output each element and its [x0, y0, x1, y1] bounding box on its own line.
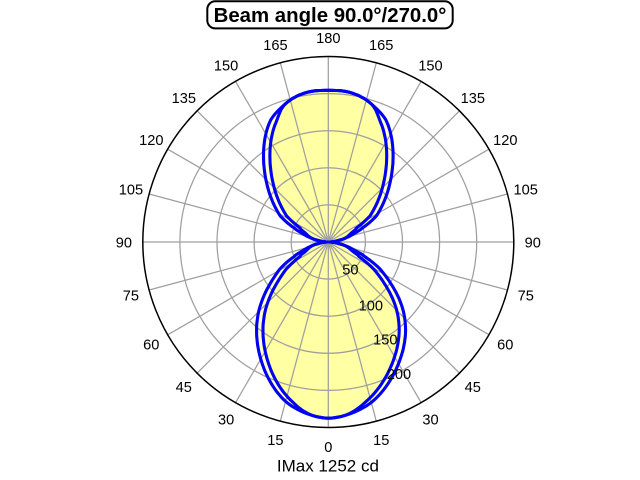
- svg-text:90: 90: [116, 235, 132, 251]
- svg-text:165: 165: [369, 38, 393, 54]
- svg-text:150: 150: [418, 58, 442, 74]
- svg-text:75: 75: [123, 288, 139, 304]
- svg-text:IMax 1252 cd: IMax 1252 cd: [277, 456, 379, 475]
- svg-text:0: 0: [324, 440, 332, 456]
- svg-text:30: 30: [218, 412, 234, 428]
- svg-text:90: 90: [525, 235, 541, 251]
- svg-text:200: 200: [387, 367, 411, 383]
- svg-text:100: 100: [359, 299, 383, 315]
- svg-text:15: 15: [267, 433, 283, 449]
- svg-text:150: 150: [214, 58, 238, 74]
- svg-text:165: 165: [263, 38, 287, 54]
- svg-text:135: 135: [172, 91, 196, 107]
- svg-text:45: 45: [176, 380, 192, 396]
- svg-text:60: 60: [143, 338, 159, 354]
- svg-text:105: 105: [514, 183, 538, 199]
- svg-text:60: 60: [497, 338, 513, 354]
- svg-text:120: 120: [493, 133, 517, 149]
- svg-text:30: 30: [422, 412, 438, 428]
- svg-text:120: 120: [139, 133, 163, 149]
- svg-text:105: 105: [119, 183, 143, 199]
- svg-text:15: 15: [373, 433, 389, 449]
- svg-text:Beam angle 90.0°/270.0°: Beam angle 90.0°/270.0°: [214, 5, 447, 27]
- svg-text:75: 75: [518, 288, 534, 304]
- svg-text:135: 135: [461, 91, 485, 107]
- svg-text:50: 50: [342, 262, 358, 278]
- svg-text:45: 45: [465, 380, 481, 396]
- svg-text:180: 180: [316, 31, 340, 47]
- svg-text:150: 150: [373, 333, 397, 349]
